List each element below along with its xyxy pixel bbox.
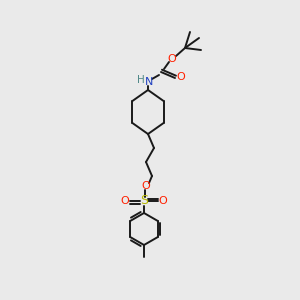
Text: O: O [168, 54, 176, 64]
Text: S: S [140, 194, 148, 208]
Text: O: O [121, 196, 129, 206]
Text: H: H [137, 75, 145, 85]
Text: O: O [159, 196, 167, 206]
Text: O: O [142, 181, 150, 191]
Text: N: N [145, 77, 153, 87]
Text: O: O [177, 72, 185, 82]
